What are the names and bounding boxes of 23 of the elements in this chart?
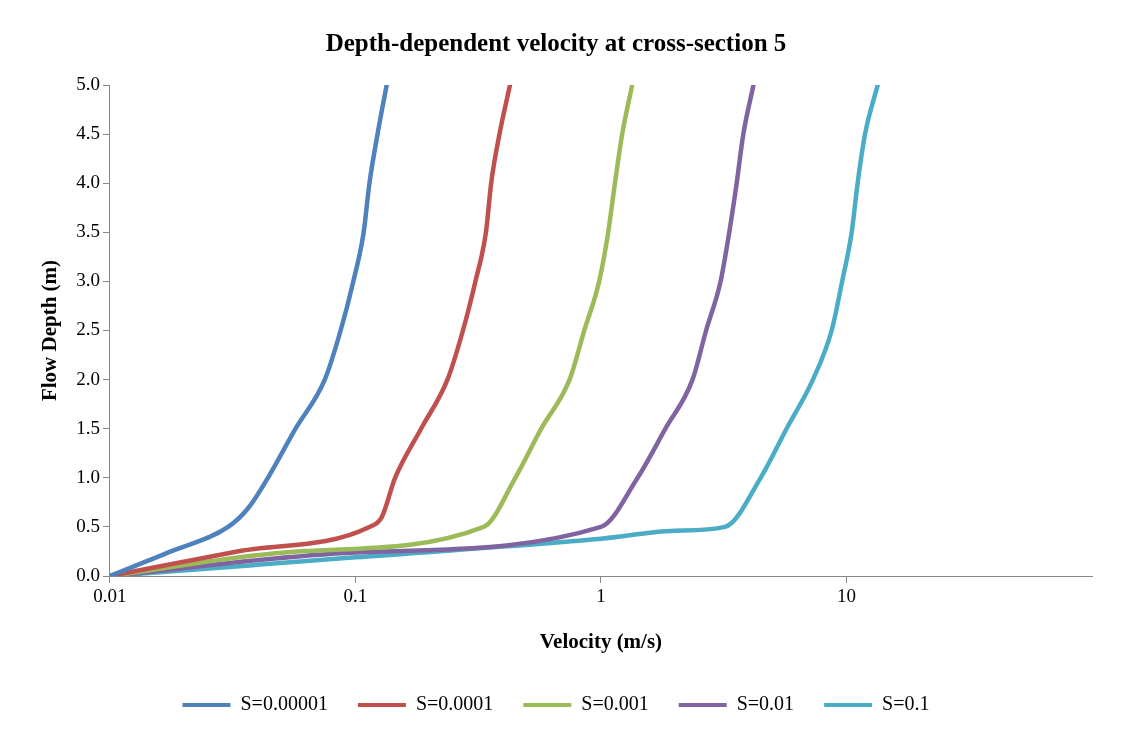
x-tick-label: 0.1 xyxy=(343,585,368,607)
y-tick-label: 4.0 xyxy=(76,171,100,193)
y-tick-label: 1.5 xyxy=(76,416,100,438)
y-tick-label: 1.0 xyxy=(76,465,100,487)
y-tick-label: 0.5 xyxy=(76,514,100,536)
y-tick-label: 2.0 xyxy=(76,367,100,389)
legend-label: S=0.001 xyxy=(581,692,649,715)
y-tick-label: 2.5 xyxy=(76,318,100,340)
legend-label: S=0.01 xyxy=(736,692,795,715)
y-tick-label: 3.0 xyxy=(76,269,100,291)
legend-label: S=0.00001 xyxy=(240,692,328,715)
x-tick-label: 0.01 xyxy=(93,585,127,607)
legend-label: S=0.0001 xyxy=(415,692,494,715)
y-axis-title: Flow Depth (m) xyxy=(37,259,62,402)
chart-title: Depth-dependent velocity at cross-section 5 xyxy=(325,29,787,57)
y-tick-label: 5.0 xyxy=(76,72,100,94)
y-tick-label: 0.0 xyxy=(76,563,100,585)
y-tick-label: 4.5 xyxy=(76,122,100,144)
x-tick-label: 10 xyxy=(836,585,856,607)
x-axis-title: Velocity (m/s) xyxy=(539,628,663,653)
x-tick-label: 1 xyxy=(596,585,606,607)
legend-label: S=0.1 xyxy=(882,692,930,715)
y-tick-label: 3.5 xyxy=(76,220,100,242)
